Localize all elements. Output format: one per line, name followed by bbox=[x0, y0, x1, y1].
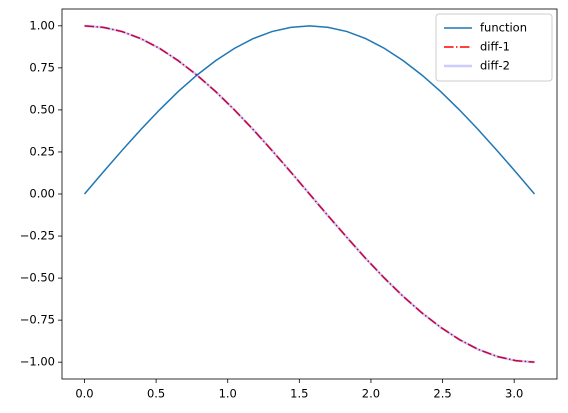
legend-label: function bbox=[480, 21, 527, 35]
x-tick-label: 1.5 bbox=[290, 387, 308, 401]
y-tick-label: −0.25 bbox=[20, 229, 55, 243]
plot-frame bbox=[61, 8, 558, 380]
x-tick-label: 2.0 bbox=[362, 387, 380, 401]
x-tick-label: 2.5 bbox=[433, 387, 451, 401]
series-line bbox=[84, 24, 535, 364]
y-tick-label: −0.75 bbox=[20, 313, 55, 327]
y-tick-label: 0.50 bbox=[29, 102, 55, 116]
y-tick-label: 1.00 bbox=[29, 18, 55, 32]
legend-label: diff-1 bbox=[480, 40, 510, 54]
series-line bbox=[84, 25, 535, 363]
y-tick-label: 0.75 bbox=[29, 60, 55, 74]
x-tick-label: 0.5 bbox=[147, 387, 165, 401]
x-tick-label: 3.0 bbox=[505, 387, 523, 401]
x-tick-label: 0.0 bbox=[75, 387, 93, 401]
legend: function diff-1 diff-2 bbox=[435, 13, 553, 82]
y-tick-label: 0.00 bbox=[29, 187, 55, 201]
legend-label: diff-2 bbox=[480, 59, 510, 73]
series-line bbox=[83, 25, 536, 195]
legend-box bbox=[435, 13, 553, 82]
x-tick-label: 1.0 bbox=[219, 387, 237, 401]
y-tick-label: −0.50 bbox=[20, 271, 55, 285]
y-tick-label: −1.00 bbox=[20, 355, 55, 369]
y-tick-label: 0.25 bbox=[29, 144, 55, 158]
